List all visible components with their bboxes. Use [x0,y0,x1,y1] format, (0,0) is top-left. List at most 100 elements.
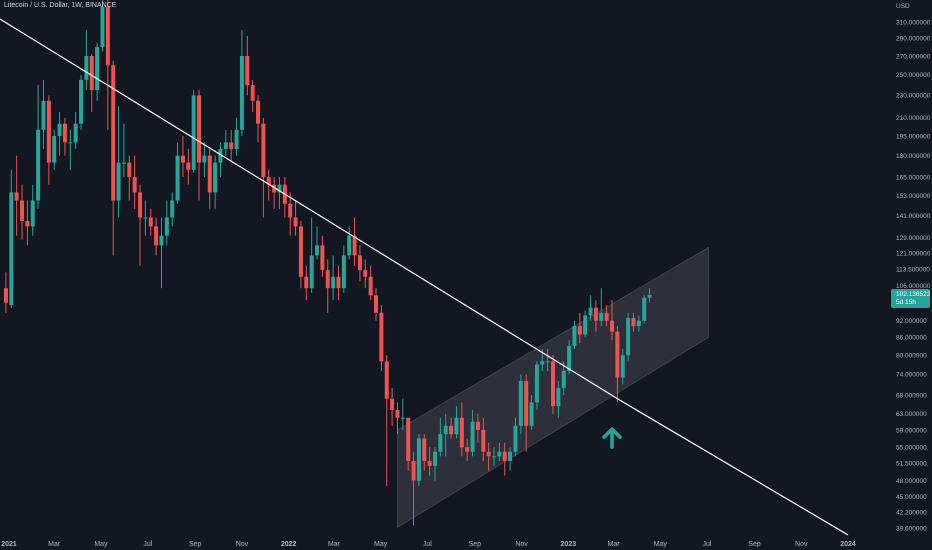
candle-body [357,255,362,271]
candle-body [41,100,46,130]
price-axis[interactable]: 310.000000 290.000000 270.000000 250.000000… [896,19,931,532]
time-tick-label: 2023 [561,541,577,548]
candle-body [577,326,582,335]
candle-body [298,226,303,277]
time-tick-label: Mar [48,541,61,548]
price-tick-label: 39.600000 [896,525,927,532]
price-tick-label: 45.000000 [896,494,927,501]
candle-body [583,315,588,335]
trend-line[interactable] [0,14,849,536]
candle-body [502,451,507,462]
candle-body [288,203,293,218]
candle-body [636,320,641,327]
candle-body [320,245,325,271]
axis-unit: USD [896,3,910,10]
time-tick-label: Jul [703,541,712,548]
descending-trend-line[interactable] [0,14,849,536]
candle-body [148,217,153,227]
time-tick-label: Jul [143,541,152,548]
candle-body [277,184,282,193]
price-tick-label: 141.000000 [896,213,931,220]
time-tick-label: Nov [515,541,528,548]
candle-body [642,297,647,321]
time-tick-label: Sep [469,541,482,548]
candle-body [556,387,561,407]
candle-body [475,421,480,430]
candle-body [443,425,448,435]
candle-body [36,129,41,201]
last-price-value: 102.136522 [896,291,931,298]
time-tick-label: Nov [236,541,249,548]
candle-body [454,417,459,435]
candle-body [197,95,202,163]
up-arrow-icon[interactable] [602,427,622,449]
candle-body [567,346,572,371]
candle-body [411,461,416,481]
candle-body [84,55,89,80]
candle-body [508,451,513,462]
candle-body [422,438,427,462]
candle-body [374,295,379,313]
candle-body [234,129,239,149]
candle-body [336,276,341,289]
candle-body [138,192,143,218]
candle-body [561,370,566,388]
time-tick-label: 2024 [840,541,856,548]
candle-body [470,421,475,452]
price-tick-label: 113.500000 [896,266,930,273]
up-arrow-icon[interactable] [602,427,622,449]
time-tick-label: 2022 [281,541,297,548]
candle-body [572,326,577,347]
time-tick-label: Sep [189,541,202,548]
candle-body [347,235,352,256]
candle-body [293,217,298,227]
candle-body [121,162,126,164]
time-axis[interactable]: 2021 Mar May Jul Sep Nov 2022 Mar May Jul Sep Nov 20… [1,541,856,548]
time-tick-label: 2021 [1,541,17,548]
candle-body [395,409,400,418]
candles [3,0,652,526]
price-tick-label: 129.000000 [896,235,931,242]
bar-countdown: 5d 15h [896,299,916,306]
candle-body [325,270,330,289]
price-tick-label: 51.500000 [896,461,927,468]
candle-body [266,177,271,185]
candle-body [551,361,556,407]
candle-body [626,318,631,356]
candle-body [427,461,432,466]
last-price-badge [891,289,930,309]
time-tick-label: Nov [795,541,808,548]
candle-body [315,245,320,256]
price-tick-label: 48.000000 [896,478,927,485]
candle-body [9,192,14,306]
candle-body [465,447,470,452]
candle-body [143,217,148,219]
candle-body [486,451,491,457]
candle-body [154,226,159,246]
candle-body [449,425,454,435]
candle-body [46,100,51,163]
price-tick-label: 55.000000 [896,445,927,452]
candle-body [272,184,277,193]
candle-body [433,451,438,466]
candle-body [588,307,593,316]
candle-body [180,155,185,163]
candle-body [191,95,196,170]
candle-body [379,312,384,362]
price-tick-label: 290.000000 [896,36,931,43]
candle-body [610,320,615,332]
candle-body [25,221,30,227]
candle-body [218,148,223,163]
candle-body [631,318,636,327]
candle-body [229,142,234,149]
candle-body [261,123,266,178]
candle-body [545,361,550,363]
candle-body [52,135,57,163]
candle-body [57,123,62,136]
candle-body [105,6,110,66]
candle-body [239,55,244,130]
price-tick-label: 270.000000 [896,53,931,60]
candle-body [513,425,518,452]
candle-body [368,276,373,296]
